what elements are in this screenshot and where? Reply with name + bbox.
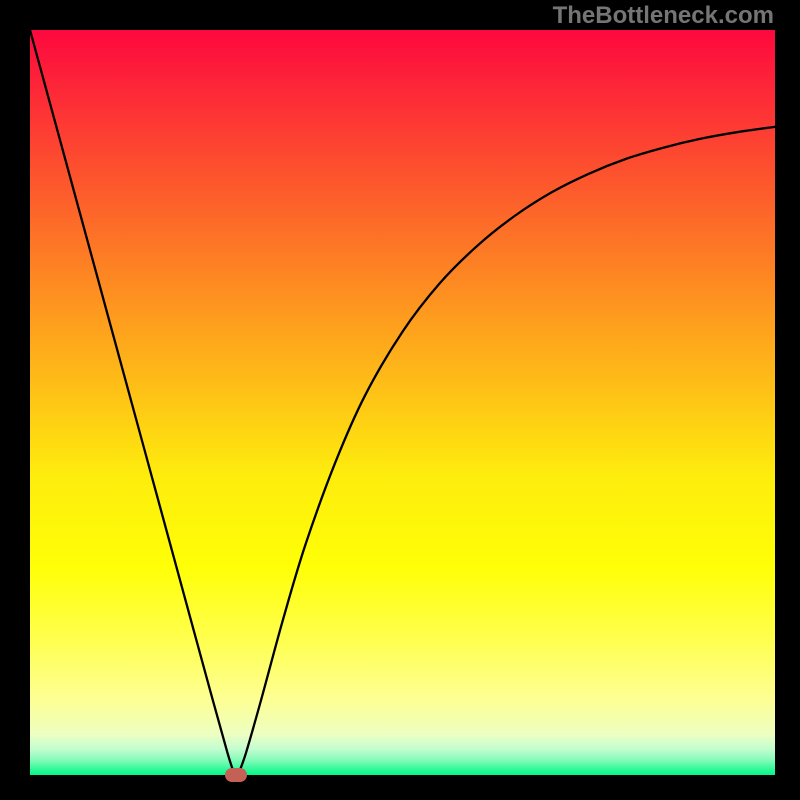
watermark-text: TheBottleneck.com xyxy=(553,2,774,30)
optimum-marker xyxy=(225,768,247,782)
plot-area xyxy=(30,30,775,775)
chart-container: TheBottleneck.com xyxy=(0,0,800,800)
bottleneck-curve xyxy=(30,30,775,775)
